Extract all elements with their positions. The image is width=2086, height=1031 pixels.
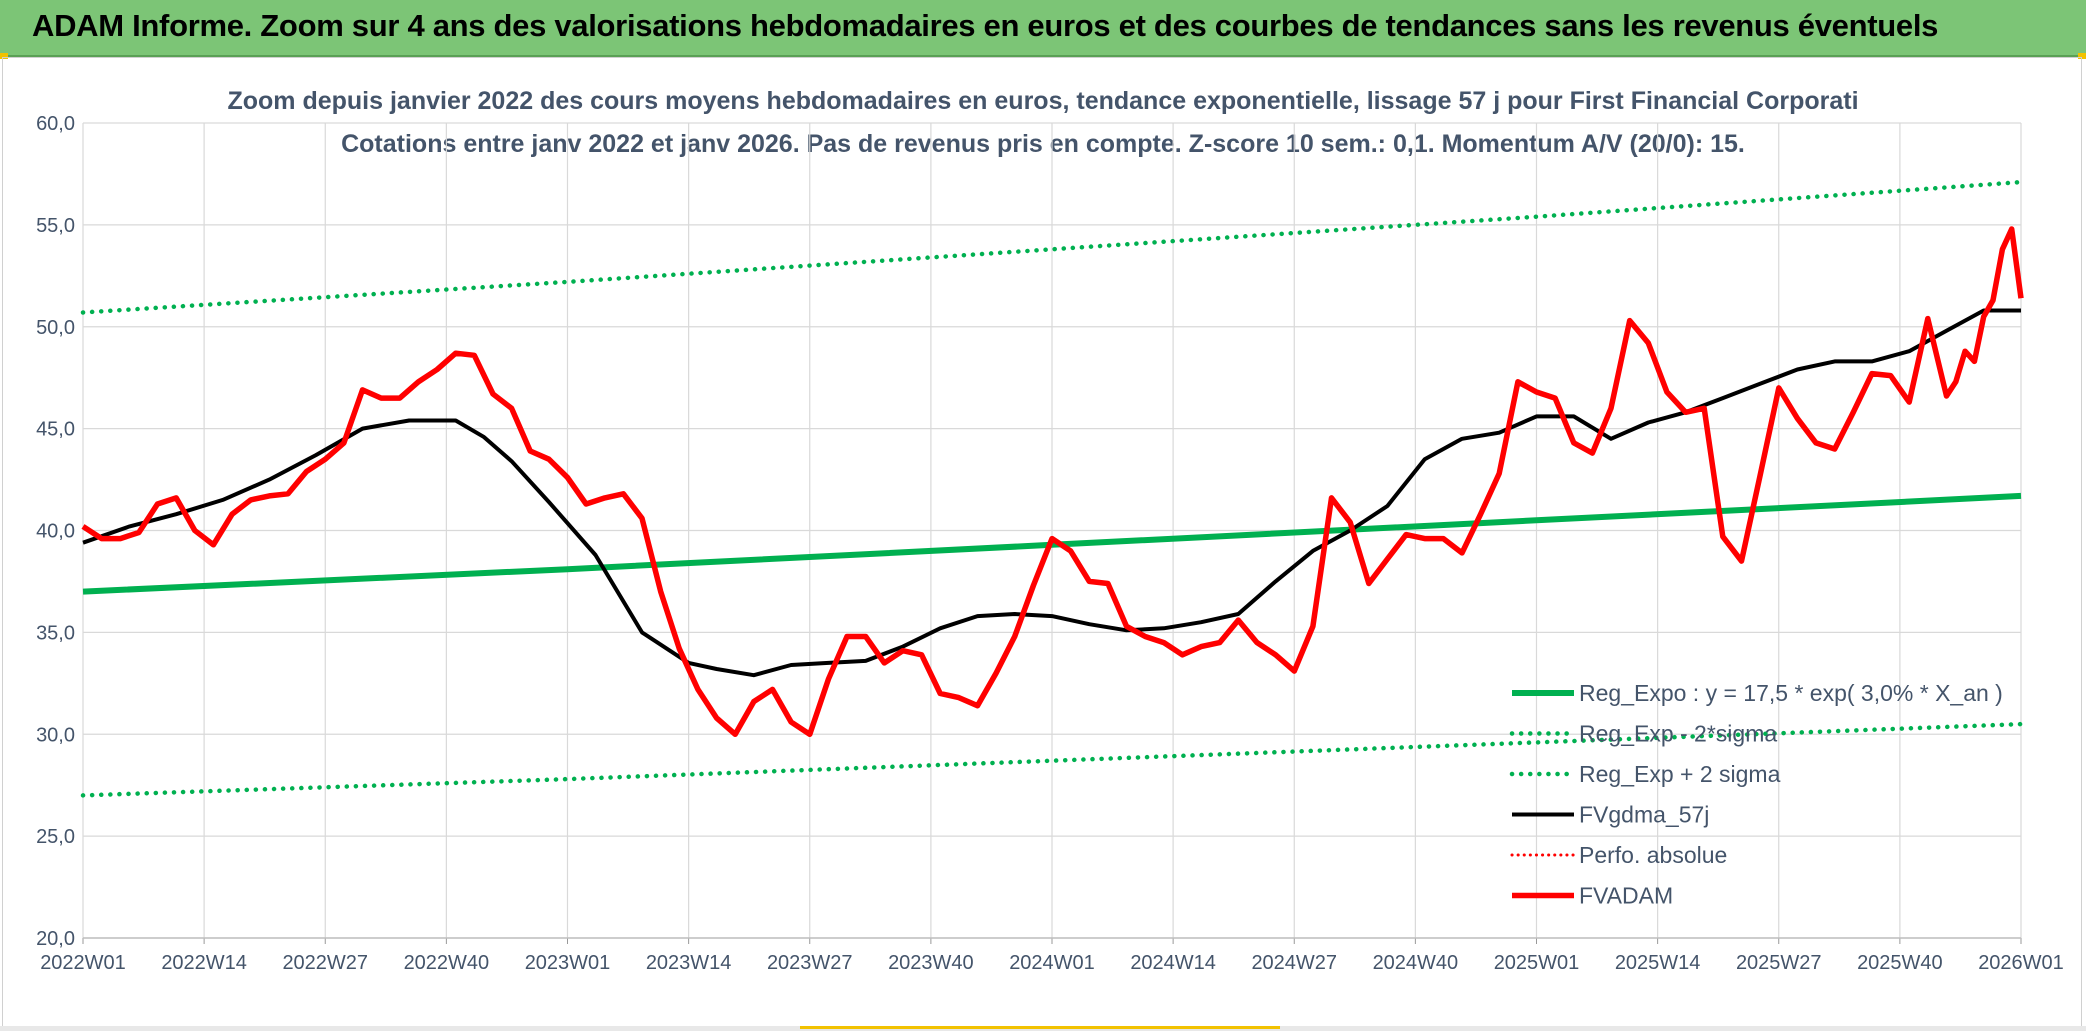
x-tick-label: 2023W40 xyxy=(888,952,974,974)
y-axis: 20,0 25,0 30,0 35,0 40,0 45,0 50,0 55,0 60,0 xyxy=(36,113,75,950)
series-layer xyxy=(80,179,2024,798)
header-banner: ADAM Informe. Zoom sur 4 ans des valoris… xyxy=(0,0,2086,57)
x-tick-label: 2025W14 xyxy=(1615,952,1701,974)
series-line-fvgdma-57j xyxy=(82,308,2021,678)
legend-label: FVgdma_57j xyxy=(1579,802,1709,828)
report-title: ADAM Informe. Zoom sur 4 ans des valoris… xyxy=(32,8,1939,43)
legend-label: Reg_Exp - 2*sigma xyxy=(1579,721,1777,747)
x-tick-label: 2024W27 xyxy=(1251,952,1337,974)
grid-layer xyxy=(82,122,2022,939)
y-tick-label: 50,0 xyxy=(36,317,75,339)
legend-label: Perfo. absolue xyxy=(1579,842,1727,868)
x-axis: 2022W01 2022W14 2022W27 2022W40 2023W01 2023W… xyxy=(40,937,2064,974)
corner-accent-left xyxy=(0,53,8,59)
x-tick-label: 2022W14 xyxy=(161,952,247,974)
y-tick-label: 40,0 xyxy=(36,521,75,543)
y-tick-label: 60,0 xyxy=(36,113,75,135)
x-tick-label: 2025W01 xyxy=(1494,952,1580,974)
bottom-accent xyxy=(800,1026,1280,1029)
x-tick-label: 2022W27 xyxy=(282,952,368,974)
x-tick-label: 2023W01 xyxy=(525,952,611,974)
corner-accent-right xyxy=(2078,53,2086,59)
x-tick-label: 2024W01 xyxy=(1009,952,1095,974)
y-tick-label: 20,0 xyxy=(36,928,75,950)
x-tick-label: 2025W40 xyxy=(1857,952,1943,974)
legend-label: Reg_Expo : y = 17,5 * exp( 3,0% * X_an ) xyxy=(1579,680,2003,706)
legend-label: FVADAM xyxy=(1579,883,1673,909)
y-tick-label: 35,0 xyxy=(36,622,75,644)
x-tick-label: 2023W27 xyxy=(767,952,853,974)
x-tick-label: 2026W01 xyxy=(1978,952,2064,974)
x-tick-label: 2022W40 xyxy=(404,952,490,974)
series-line-reg-exp-2-sigma xyxy=(80,179,2024,315)
legend-label: Reg_Exp + 2 sigma xyxy=(1579,761,1781,787)
x-tick-label: 2023W14 xyxy=(646,952,732,974)
x-tick-label: 2024W14 xyxy=(1130,952,1216,974)
y-tick-label: 55,0 xyxy=(36,215,75,237)
legend: Reg_Expo : y = 17,5 * exp( 3,0% * X_an )… xyxy=(1509,680,2003,909)
y-tick-label: 45,0 xyxy=(36,419,75,441)
y-tick-label: 25,0 xyxy=(36,826,75,848)
y-tick-label: 30,0 xyxy=(36,724,75,746)
chart-subtitle: Cotations entre janv 2022 et janv 2026. … xyxy=(341,130,1745,158)
x-tick-label: 2025W27 xyxy=(1736,952,1822,974)
chart-title: Zoom depuis janvier 2022 des cours moyen… xyxy=(227,87,1858,115)
x-tick-label: 2022W01 xyxy=(40,952,126,974)
x-tick-label: 2024W40 xyxy=(1373,952,1459,974)
series-line-fvadam xyxy=(81,226,2024,738)
